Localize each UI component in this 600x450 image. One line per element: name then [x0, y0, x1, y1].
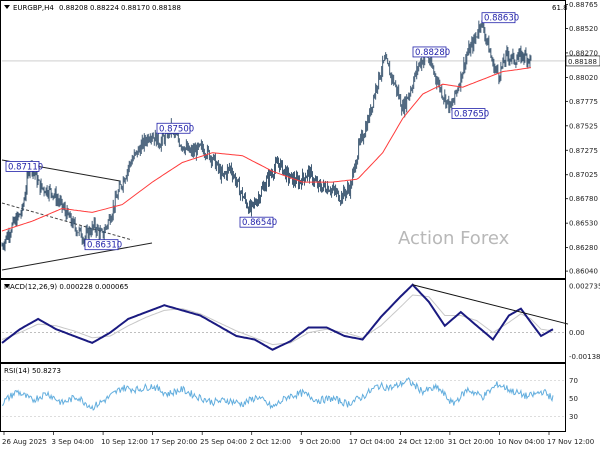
macd-line [1, 283, 554, 351]
price-tick-label: 0.87025 [569, 171, 598, 179]
time-tick-label: 3 Sep 04:00 [52, 438, 94, 446]
rsi-tick-label: 50 [569, 395, 578, 403]
macd-panel-frame [0, 279, 566, 363]
macd-header: MACD(12,26,9) 0.000228 0.000065 [4, 283, 128, 291]
price-tick-label: 0.88270 [569, 49, 598, 57]
price-tick-label: 0.87775 [569, 98, 598, 106]
time-tick-label: 17 Oct 04:00 [349, 438, 395, 446]
time-tick-label: 31 Oct 20:00 [448, 438, 494, 446]
price-label-text: 0.87650 [454, 110, 489, 120]
channel-mid-line [1, 202, 133, 241]
time-tick-label: 17 Nov 12:00 [547, 438, 594, 446]
time-tick-label: 17 Sep 20:00 [151, 438, 198, 446]
panel-frames [0, 0, 566, 432]
price-label-box [481, 12, 516, 24]
rsi-title: RSI(14) 50.8273 [4, 367, 61, 375]
dropdown-triangle-icon [4, 5, 10, 9]
price-tick-label: 0.88765 [569, 1, 598, 9]
price-panel-frame [0, 0, 566, 279]
price-tick-label: 0.88520 [569, 25, 598, 33]
price-label-text: 0.88280 [415, 48, 450, 58]
current-price-box [565, 55, 600, 67]
price-label-box [5, 161, 40, 172]
price-label-box [239, 216, 274, 228]
time-tick-label: 25 Sep 04:00 [200, 438, 247, 446]
price-axis: 0.88765 0.88520 0.88270 0.88020 0.87775 0.875… [565, 1, 600, 276]
time-tick-label: 10 Nov 04:00 [497, 438, 544, 446]
macd-trendline [412, 284, 569, 325]
price-tick-label: 0.88020 [569, 74, 598, 82]
rsi-line [1, 376, 554, 411]
watermark: Action Forex [398, 228, 510, 249]
macd-axis: 0.002735 0.00 -0.001384 [569, 282, 600, 360]
macd-dropdown-icon [4, 284, 10, 288]
price-annotations: 0.87110 0.86310 0.87500 0.86540 0.88280 0.876… [5, 12, 519, 251]
time-tick-label: 24 Oct 12:00 [398, 438, 444, 446]
price-label-box [451, 108, 486, 119]
rsi-tick-label: 30 [569, 413, 578, 421]
price-label-box [412, 46, 447, 58]
price-tick-label: 0.87275 [569, 147, 598, 155]
macd-title: MACD(12,26,9) 0.000228 0.000065 [4, 283, 128, 291]
channel-lines [1, 159, 153, 271]
time-axis: 26 Aug 2025 3 Sep 04:00 10 Sep 12:00 17 Sep… [2, 432, 594, 446]
macd-tick-label: -0.001384 [569, 353, 600, 361]
price-candles [1, 18, 532, 252]
time-tick-label: 10 Sep 12:00 [101, 438, 148, 446]
price-label-text: 0.86540 [242, 218, 277, 228]
price-label-text: 0.86310 [87, 241, 122, 251]
low-value: 0.88170 [121, 4, 150, 12]
price-label-box [156, 122, 191, 134]
rsi-levels [2, 380, 565, 417]
current-price-label: 0.88188 [568, 58, 597, 66]
time-tick-label: 9 Oct 20:00 [299, 438, 340, 446]
channel-lower-line [1, 242, 153, 271]
price-tick-label: 0.86280 [569, 244, 598, 252]
price-tick-label: 0.86530 [569, 220, 598, 228]
rsi-header: RSI(14) 50.8273 [4, 367, 61, 375]
time-tick-label: 2 Oct 12:00 [250, 438, 291, 446]
price-label-text: 0.88630 [484, 14, 519, 24]
rsi-panel-frame [0, 363, 566, 432]
moving-average-line [1, 67, 531, 232]
price-tick-label: 0.87525 [569, 122, 598, 130]
price-label-text: 0.87110 [8, 162, 43, 172]
high-value: 0.88224 [90, 4, 119, 12]
price-label-text: 0.87500 [159, 124, 194, 134]
time-tick-label: 26 Aug 2025 [2, 438, 47, 446]
price-header: EURGBP,H4 0.88208 0.88224 0.88170 0.8818… [4, 4, 568, 12]
price-tick-label: 0.86040 [569, 268, 598, 276]
symbol-label: EURGBP,H4 [13, 4, 54, 12]
rsi-axis: 70 50 30 [569, 377, 578, 421]
macd-tick-label: 0.002735 [569, 282, 600, 290]
close-value: 0.88188 [152, 4, 181, 12]
open-value: 0.88208 [59, 4, 88, 12]
fib-corner-label: 61.8 [552, 4, 568, 12]
price-tick-label: 0.86780 [569, 195, 598, 203]
price-label-box [84, 239, 119, 251]
macd-signal-line [1, 294, 554, 346]
rsi-tick-label: 70 [569, 377, 578, 385]
macd-tick-label: 0.00 [569, 329, 585, 337]
